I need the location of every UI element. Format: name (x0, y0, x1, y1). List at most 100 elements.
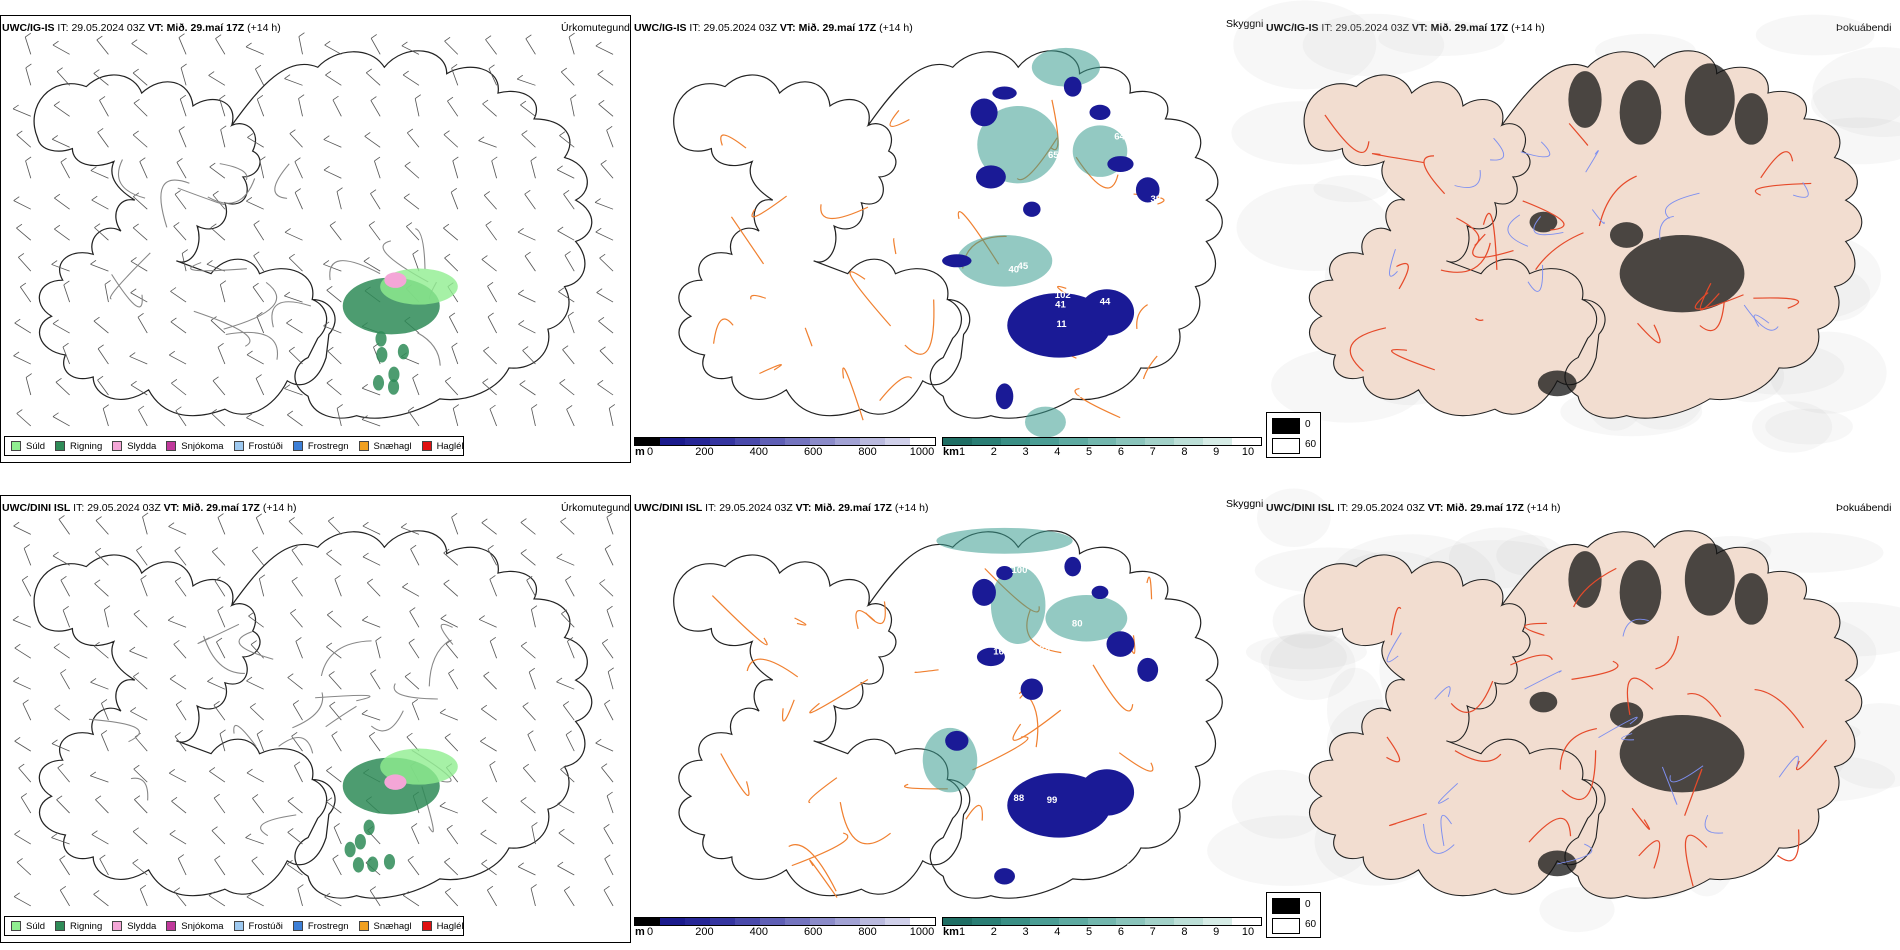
cloud-base-label: 78 (985, 222, 996, 232)
low-visibility-area (977, 105, 1060, 184)
fog-scale-min: 60 (1305, 919, 1317, 930)
colorbar-segment (1029, 918, 1059, 925)
colorbar-segment (1232, 918, 1261, 925)
legend-swatch (112, 441, 123, 451)
fog-area (1619, 80, 1662, 145)
fog-index-map-row2 (1207, 488, 1900, 933)
colorbar-tick-label: 7 (1149, 446, 1156, 458)
cloud-base-label: 11 (1056, 319, 1066, 329)
cloud-base-bar-colorbar (634, 437, 936, 446)
precip-map-frame-row2 (0, 495, 631, 943)
colorbar-tick-label: 1000 (909, 926, 935, 938)
cloud-base-label: 31 (977, 343, 988, 353)
fog-area (1529, 691, 1558, 713)
colorbar-segment (1203, 438, 1233, 445)
precip-type-legend: Súld Rigning Slydda Snjókoma Frostúði Frostre… (4, 916, 464, 936)
legend-item: Snjókoma (166, 920, 224, 932)
low-visibility-area (936, 527, 1073, 554)
colorbar-segment (810, 918, 835, 925)
legend-swatch (112, 921, 123, 931)
colorbar-tick-label: 9 (1213, 446, 1220, 458)
colorbar-tick-label: 0 (646, 446, 654, 458)
colorbar-segment (1174, 438, 1204, 445)
colorbar-tick-label: 8 (1181, 926, 1188, 938)
colorbar-segment (685, 918, 710, 925)
cloud-base-label: 32 (1064, 843, 1075, 853)
cloud-base-label: 10 (1047, 386, 1058, 396)
colorbar-tick-label: 2 (990, 926, 997, 938)
colorbar-segment (735, 438, 760, 445)
cloud-base-label: 83 (1116, 716, 1127, 726)
title-precip-row2: Úrkomutegund (561, 502, 630, 514)
fog-area (1734, 93, 1768, 145)
colorbar-segment (1058, 918, 1088, 925)
cloud-base-label: 41 (1127, 714, 1138, 724)
cloud-base-label: 89 (1131, 351, 1142, 361)
legend-label: Súld (26, 440, 46, 452)
colorbar-unit: km (943, 446, 959, 458)
colorbar-tick-label: 8 (1181, 446, 1188, 458)
colorbar-segment (1116, 438, 1146, 445)
colorbar-tick-label: 5 (1086, 446, 1093, 458)
colorbar-segment (1145, 438, 1175, 445)
title-precip-row1: Úrkomutegund (561, 22, 630, 34)
fog-scale-dark-swatch (1272, 418, 1300, 434)
fog-area (1568, 71, 1602, 128)
landmass (673, 530, 1223, 899)
legend-swatch (292, 921, 303, 931)
cloud-base-label: 140 (1078, 733, 1094, 743)
colorbar-segment (760, 918, 785, 925)
precip-type-map-row2 (12, 512, 614, 907)
legend-label: Snjókoma (181, 920, 224, 932)
cloud-base-label: 58 (1109, 379, 1120, 389)
cloud-base-label: 38 (1039, 644, 1050, 654)
low-visibility-area (1025, 406, 1066, 438)
row-2: UWC/DINI ISL IT: 29.05.2024 03Z VT: Mið.… (0, 480, 1900, 950)
colorbar-tick-label: 800 (858, 926, 877, 938)
legend-label: Snjókoma (181, 440, 224, 452)
legend-label: Haglél (436, 920, 464, 932)
cloud-base-label: 39 (1099, 211, 1110, 221)
fog-area (1568, 551, 1602, 608)
colorbar-unit: km (943, 926, 959, 938)
colorbar-segment (1174, 918, 1204, 925)
legend-swatch (421, 921, 432, 931)
title-visibility-row1: Skyggni (1226, 18, 1264, 30)
legend-swatch (55, 921, 66, 931)
fog-scale-max: 0 (1305, 899, 1311, 910)
cloud-base-label: 65 (1048, 150, 1059, 160)
colorbar-tick-label: 200 (695, 926, 714, 938)
colorbar-tick-label: 400 (749, 926, 768, 938)
colorbar-segment (835, 438, 860, 445)
colorbar-tick-label: 10 (1241, 446, 1255, 458)
title-visibility-row2: Skyggni (1226, 498, 1264, 510)
colorbar-tick-label: 6 (1117, 446, 1124, 458)
header-fog-row2: UWC/DINI ISL IT: 29.05.2024 03Z VT: Mið.… (1266, 502, 1561, 514)
fog-scale-min: 60 (1305, 439, 1317, 450)
precip-type-map-row1 (12, 32, 616, 427)
landmass (33, 530, 593, 899)
colorbar-tick-label: 5 (1086, 926, 1093, 938)
legend-swatch (166, 921, 177, 931)
cloud-base-label: 164 (993, 647, 1010, 657)
legend-swatch (166, 441, 177, 451)
low-visibility-area (1045, 595, 1128, 642)
legend-item: Snjókoma (166, 440, 224, 452)
cloud-base-label: 184 (972, 627, 989, 637)
visibility-bar-colorbar (942, 437, 1262, 446)
legend-item: Súld (11, 921, 45, 932)
colorbar-segment (1058, 438, 1088, 445)
legend-swatch (11, 441, 21, 451)
precip-map-frame-row1 (0, 15, 631, 463)
colorbar-segment (1087, 918, 1117, 925)
legend-item: Snæhagl (358, 441, 412, 452)
landmass (33, 50, 593, 419)
cloud-base-label: 107 (1143, 818, 1159, 828)
colorbar-segment (943, 438, 972, 445)
legend-label: Frostregn (307, 920, 349, 932)
fog-scale-dark-swatch (1272, 898, 1300, 914)
colorbar-tick-label: 400 (749, 446, 768, 458)
cloud-base-label: 22 (977, 86, 988, 96)
legend-item: Slydda (112, 441, 156, 452)
fog-area (1609, 222, 1644, 248)
